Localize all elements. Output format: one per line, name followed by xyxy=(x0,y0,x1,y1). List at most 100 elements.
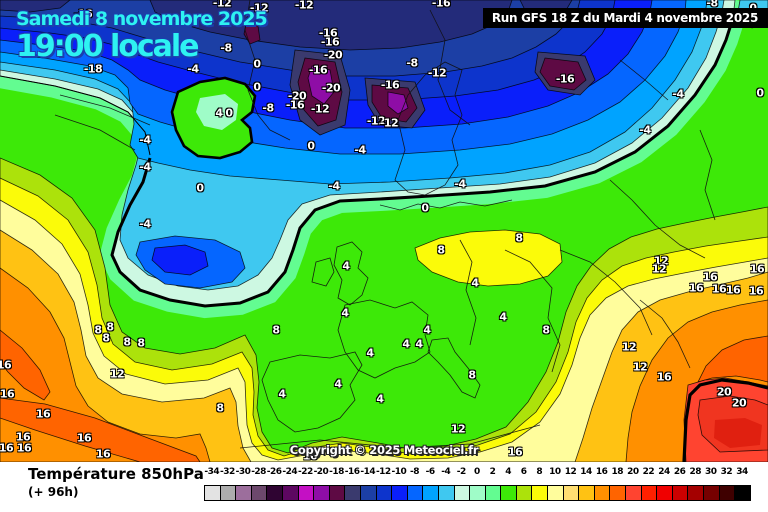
temp-label: 16 xyxy=(711,282,727,296)
colorbar-cell xyxy=(437,485,455,501)
temp-label: 16 xyxy=(725,283,741,297)
colorbar-cell xyxy=(484,485,502,501)
colorbar-tick-label: 18 xyxy=(611,467,623,477)
colorbar-cell xyxy=(422,485,439,501)
temp-label: 16 xyxy=(16,441,32,455)
temp-label: 8 xyxy=(123,335,131,349)
colorbar-cell xyxy=(391,485,408,501)
temp-label: 0 xyxy=(253,57,261,71)
colorbar-tick-label: 2 xyxy=(489,467,496,477)
colorbar-cell xyxy=(593,485,611,501)
temp-label: -4 xyxy=(454,177,466,191)
temp-label: -12 xyxy=(379,116,399,130)
colorbar-tick-label: -24 xyxy=(282,467,298,477)
temp-label: 4 xyxy=(366,346,374,360)
temp-label: 16 xyxy=(76,431,92,445)
temp-label: 16 xyxy=(95,447,111,461)
colorbar-tick-label: -18 xyxy=(329,467,344,477)
temp-label: 16 xyxy=(0,387,15,401)
temp-label: 12 xyxy=(109,367,125,381)
temp-label: 12 xyxy=(632,360,648,374)
temp-label: -8 xyxy=(706,0,718,10)
colorbar-tick-label: -28 xyxy=(251,467,266,477)
colorbar-tick-label: -30 xyxy=(235,467,251,477)
colorbar-cell xyxy=(531,485,549,501)
temperature-field xyxy=(0,0,768,462)
colorbar-tick-label: -32 xyxy=(220,467,235,477)
temp-label: 16 xyxy=(35,407,51,421)
title-block: Samedi 8 novembre 2025 19:00 locale xyxy=(16,8,268,64)
map-area: -16-12-12-12-16-80-8-16-16-20-18-40-16-2… xyxy=(0,0,768,463)
temp-label: 16 xyxy=(702,270,718,284)
colorbar-tick-label: -20 xyxy=(313,467,329,477)
temp-label: 8 xyxy=(515,231,523,245)
temp-label: 20 xyxy=(731,396,747,410)
temp-label: -12 xyxy=(294,0,314,12)
colorbar-cell xyxy=(344,485,361,501)
colorbar-cell xyxy=(547,485,564,501)
isotherm-contours xyxy=(0,17,768,462)
temp-label: -16 xyxy=(308,63,328,77)
colorbar-tick-label: 4 xyxy=(505,467,511,477)
colorbar-cell xyxy=(625,485,642,501)
temp-label: 0 xyxy=(253,80,261,94)
temp-label: -8 xyxy=(406,56,418,70)
colorbar-tick-label: -12 xyxy=(375,467,391,477)
colorbar-cell xyxy=(671,485,689,501)
colorbar-cell xyxy=(703,485,720,501)
colorbar-tick-label: -22 xyxy=(297,467,313,477)
temp-label: -16 xyxy=(285,98,305,112)
temp-label: 8 xyxy=(272,323,280,337)
colorbar-cell xyxy=(734,485,751,501)
colorbar-tick-label: 12 xyxy=(564,467,577,477)
temp-label: 4 xyxy=(402,337,410,351)
temp-label: -4 xyxy=(328,179,340,193)
colorbar-tick-label: 16 xyxy=(595,467,608,477)
temp-label: 8 xyxy=(542,323,550,337)
colorbar-cell xyxy=(406,485,424,501)
temp-label: -12 xyxy=(249,1,269,15)
temp-label: -4 xyxy=(139,217,151,231)
colorbar-tick-label: 22 xyxy=(642,467,655,477)
time-title: 19:00 locale xyxy=(16,28,199,64)
colorbar-cell xyxy=(313,485,330,501)
temp-label: -18 xyxy=(83,62,103,76)
colorbar-cell xyxy=(469,485,486,501)
colorbar-cell xyxy=(656,485,673,501)
temp-label: 16 xyxy=(507,445,523,459)
colorbar-tick-label: -14 xyxy=(360,467,376,477)
colorbar-tick-label: 30 xyxy=(705,467,717,477)
temp-label: 16 xyxy=(656,370,672,384)
colorbar-cell xyxy=(453,485,471,501)
colorbar-cell xyxy=(359,485,377,501)
temp-label: 8 xyxy=(106,320,114,334)
date-title: Samedi 8 novembre 2025 xyxy=(16,8,268,30)
colorbar-tick-label: 32 xyxy=(720,467,733,477)
temp-label: 16 xyxy=(749,262,765,276)
temp-label: -4 xyxy=(139,160,151,174)
colorbar-cell xyxy=(562,485,580,501)
temp-label: 8 xyxy=(102,331,110,345)
temp-label: -4 xyxy=(639,123,651,137)
colorbar-tick-label: 10 xyxy=(549,467,561,477)
temp-label: 12 xyxy=(450,422,466,436)
colorbar-tick-label: -4 xyxy=(441,467,451,477)
colorbar-cell xyxy=(266,485,283,501)
colorbar-cell xyxy=(500,485,517,501)
temp-label: -8 xyxy=(262,101,274,115)
temp-label: 4 xyxy=(376,392,384,406)
colorbar-tick-label: 34 xyxy=(736,467,748,477)
colorbar-tick-label: 0 xyxy=(474,467,480,477)
temp-label: 8 xyxy=(216,401,224,415)
temp-label: -4 xyxy=(672,87,684,101)
colorbar-tick-label: -34 xyxy=(204,467,220,477)
temp-label: 20 xyxy=(716,385,732,399)
colorbar-values: -34 -32 -30 -28 -26 -24 -22 -20 -18 -16 -14 -12 -10-… xyxy=(204,467,750,477)
legend-strip: Température 850hPa (+ 96h) -34 -32 -30 -28-… xyxy=(0,462,768,512)
colorbar-cell xyxy=(250,485,268,501)
colorbar-cell xyxy=(281,485,299,501)
temp-label: 0 xyxy=(756,86,764,100)
colorbar xyxy=(204,485,751,501)
colorbar-tick-label: -6 xyxy=(425,467,435,477)
country-borders xyxy=(54,0,716,449)
